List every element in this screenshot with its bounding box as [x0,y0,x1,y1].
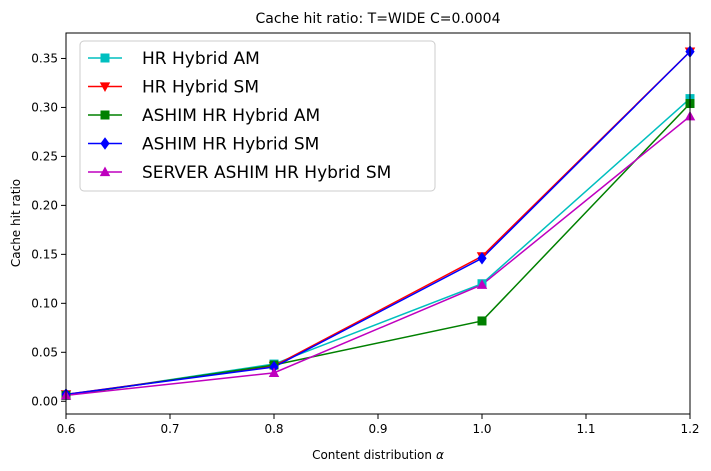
legend-marker [99,166,111,177]
legend-marker [100,53,110,63]
series-layer [66,51,690,397]
series-line-4 [66,51,690,396]
y-axis-label: Cache hit ratio [9,179,23,267]
x-tick-label: 0.6 [56,422,75,436]
x-axis-label-symbol: α [436,448,444,462]
series-line-5 [66,115,690,397]
legend-marker [100,110,110,120]
y-tick-label: 0.10 [31,296,58,310]
legend-label: ASHIM HR Hybrid SM [142,135,319,155]
chart-title: Cache hit ratio: T=WIDE C=0.0004 [256,11,501,27]
legend-marker [99,82,111,92]
y-tick-label: 0.00 [31,394,58,408]
x-tick-label: 1.0 [472,422,491,436]
x-tick-label: 0.7 [160,422,179,436]
legend-label: HR Hybrid SM [142,78,259,98]
legend-marker [100,137,110,150]
y-tick-label: 0.20 [31,198,58,212]
y-tick-label: 0.25 [31,149,58,163]
legend-label: SERVER ASHIM HR Hybrid SM [142,163,391,183]
legend-label: HR Hybrid AM [142,49,260,69]
legend: HR Hybrid AM HR Hybrid SM ASHIM HR Hybrid … [79,40,436,192]
data-point [268,367,280,377]
x-tick-label: 0.8 [264,422,283,436]
legend-box [79,40,436,192]
x-axis-label: Content distribution α [312,448,444,462]
y-tick-label: 0.30 [31,100,58,114]
plot-frame [65,32,691,415]
data-point [477,316,487,326]
x-tick-label: 1.2 [680,422,699,436]
data-point [477,252,487,265]
legend-label: ASHIM HR Hybrid AM [142,106,320,126]
y-axis-label-text: Cache hit ratio [9,179,23,267]
y-tick-label: 0.15 [31,247,58,261]
axis-ticks: 0.6 0.7 0.8 0.9 1.0 1.1 1.2 0.00 0.05 0.10 0.15 0.2… [31,51,699,436]
y-tick-label: 0.05 [31,345,58,359]
x-axis-label-text: Content distribution [312,448,432,462]
data-point [476,279,488,289]
x-tick-label: 0.9 [368,422,387,436]
x-tick-label: 1.1 [576,422,595,436]
y-tick-label: 0.35 [31,51,58,65]
